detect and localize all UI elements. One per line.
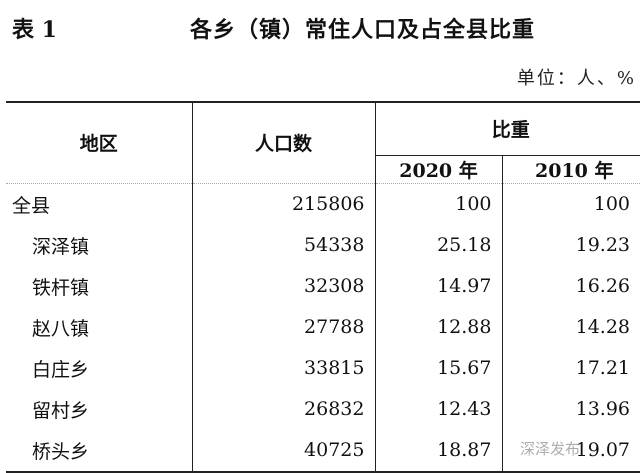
population-cell: 54338 <box>191 224 375 266</box>
table-row: 桥头乡 40725 18.87 19.07 <box>6 429 640 472</box>
table-label: 表 1 <box>12 17 57 43</box>
share-2020-cell: 18.87 <box>374 429 502 472</box>
share-2020-cell: 100 <box>374 183 502 225</box>
region-cell: 赵八镇 <box>32 317 90 340</box>
share-2010-cell: 17.21 <box>501 347 640 389</box>
table-row: 深泽镇 54338 25.18 19.23 <box>6 224 640 266</box>
share-2010-cell: 19.23 <box>501 224 640 266</box>
share-2010-cell: 100 <box>501 183 640 225</box>
unit-note: 单位：人、% <box>516 68 636 89</box>
table-title: 各乡（镇）常住人口及占全县比重 <box>190 17 536 43</box>
watermark: 深泽发布 <box>520 440 581 458</box>
region-cell: 留村乡 <box>32 399 90 422</box>
region-cell: 白庄乡 <box>32 358 90 381</box>
share-2020-cell: 15.67 <box>374 347 502 389</box>
share-2020-cell: 12.43 <box>374 388 502 430</box>
population-cell: 26832 <box>191 388 375 430</box>
share-2010-cell: 13.96 <box>501 388 640 430</box>
header-2010: 2010 年 <box>501 155 640 184</box>
table-row: 全县 215806 100 100 <box>6 183 640 225</box>
header-2020: 2020 年 <box>374 155 502 184</box>
header-population: 人口数 <box>191 102 375 184</box>
population-cell: 40725 <box>191 429 375 472</box>
population-table: 地区 人口数 比重 2020 年 2010 年 全县 215806 100 10… <box>6 101 640 473</box>
table-row: 铁杆镇 32308 14.97 16.26 <box>6 265 640 307</box>
share-2020-cell: 25.18 <box>374 224 502 266</box>
share-2020-cell: 14.97 <box>374 265 502 307</box>
region-cell: 桥头乡 <box>32 440 90 463</box>
share-2010-cell: 16.26 <box>501 265 640 307</box>
region-cell: 深泽镇 <box>32 235 90 258</box>
region-cell: 铁杆镇 <box>32 276 90 299</box>
population-cell: 215806 <box>191 183 375 225</box>
population-cell: 32308 <box>191 265 375 307</box>
share-2010-cell: 14.28 <box>501 306 640 348</box>
population-cell: 27788 <box>191 306 375 348</box>
population-cell: 33815 <box>191 347 375 389</box>
region-cell: 全县 <box>12 194 51 217</box>
header-region: 地区 <box>6 102 192 184</box>
table-row: 白庄乡 33815 15.67 17.21 <box>6 347 640 389</box>
table-row: 留村乡 26832 12.43 13.96 <box>6 388 640 430</box>
share-2020-cell: 12.88 <box>374 306 502 348</box>
table-row: 赵八镇 27788 12.88 14.28 <box>6 306 640 348</box>
share-2010-cell: 19.07 <box>501 429 640 472</box>
header-share: 比重 <box>374 102 640 156</box>
